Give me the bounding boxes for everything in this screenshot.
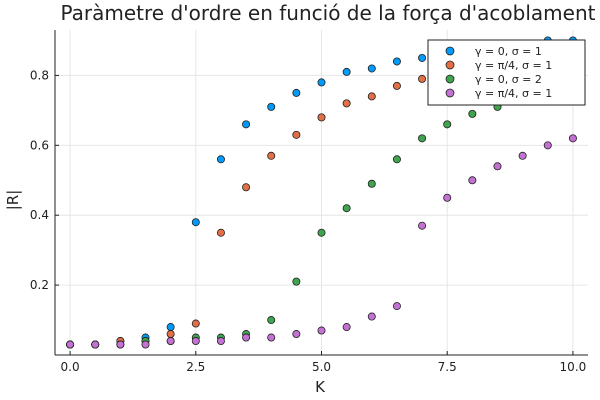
data-point <box>443 120 452 129</box>
data-point <box>91 340 100 349</box>
data-point <box>292 277 301 286</box>
data-point <box>342 323 351 332</box>
data-point <box>367 64 376 73</box>
data-point <box>418 74 427 83</box>
data-point <box>166 323 175 332</box>
data-point <box>342 204 351 213</box>
data-point <box>367 312 376 321</box>
legend-label-series-3: γ = 0, σ = 2 <box>475 73 542 86</box>
data-point <box>568 134 577 143</box>
data-point <box>392 155 401 164</box>
data-point <box>418 53 427 62</box>
legend-label-series-4: γ = π/4, σ = 1 <box>475 87 552 100</box>
data-point <box>267 102 276 111</box>
data-point <box>242 333 251 342</box>
data-point <box>518 151 527 160</box>
data-point <box>216 228 225 237</box>
x-tick-label: 5.0 <box>312 360 331 374</box>
data-point <box>242 120 251 129</box>
data-point <box>191 319 200 328</box>
data-point <box>191 337 200 346</box>
y-tick-label: 0.4 <box>30 208 49 222</box>
data-point <box>166 337 175 346</box>
data-point <box>242 183 251 192</box>
x-tick-label: 7.5 <box>438 360 457 374</box>
y-tick-label: 0.8 <box>30 68 49 82</box>
data-point <box>267 151 276 160</box>
data-point <box>292 330 301 339</box>
x-axis-label: K <box>315 378 326 396</box>
data-point <box>367 92 376 101</box>
data-point <box>468 176 477 185</box>
x-tick-label: 0.0 <box>61 360 80 374</box>
legend-label-series-2: γ = π/4, σ = 1 <box>475 59 552 72</box>
data-point <box>292 130 301 139</box>
data-point <box>216 155 225 164</box>
series-4 <box>66 134 577 349</box>
data-point <box>317 113 326 122</box>
data-point <box>292 88 301 97</box>
data-point <box>267 333 276 342</box>
y-tick-label: 0.2 <box>30 278 49 292</box>
y-tick-label: 0.6 <box>30 138 49 152</box>
data-point <box>392 302 401 311</box>
data-point <box>342 99 351 108</box>
legend-label-series-1: γ = 0, σ = 1 <box>475 45 542 58</box>
chart-title: Paràmetre d'ordre en funció de la força … <box>61 1 596 25</box>
data-point <box>216 337 225 346</box>
legend-marker-series-2 <box>445 60 455 70</box>
data-point <box>418 134 427 143</box>
data-point <box>392 57 401 66</box>
data-point <box>166 330 175 339</box>
data-point <box>317 228 326 237</box>
y-axis-label: |R| <box>4 190 22 211</box>
data-point <box>468 109 477 118</box>
legend-marker-series-1 <box>445 46 455 56</box>
legend: γ = 0, σ = 1 γ = π/4, σ = 1 γ = 0, σ = 2… <box>427 39 586 106</box>
data-point <box>443 193 452 202</box>
data-point <box>342 67 351 76</box>
legend-marker-series-4 <box>445 88 455 98</box>
x-tick-label: 2.5 <box>186 360 205 374</box>
data-point <box>141 340 150 349</box>
data-point <box>418 221 427 230</box>
data-point <box>493 162 502 171</box>
data-point <box>392 81 401 90</box>
data-point <box>317 326 326 335</box>
data-point <box>367 179 376 188</box>
data-point <box>267 316 276 325</box>
tick-labels: 0.0 2.5 5.0 7.5 10.0 0.2 0.4 0.6 0.8 <box>30 68 586 374</box>
data-point <box>543 141 552 150</box>
legend-marker-series-3 <box>445 74 455 84</box>
data-point <box>116 340 125 349</box>
data-point <box>191 218 200 227</box>
axes <box>54 30 588 356</box>
x-tick-label: 10.0 <box>560 360 587 374</box>
data-point <box>66 340 75 349</box>
data-point <box>317 78 326 87</box>
